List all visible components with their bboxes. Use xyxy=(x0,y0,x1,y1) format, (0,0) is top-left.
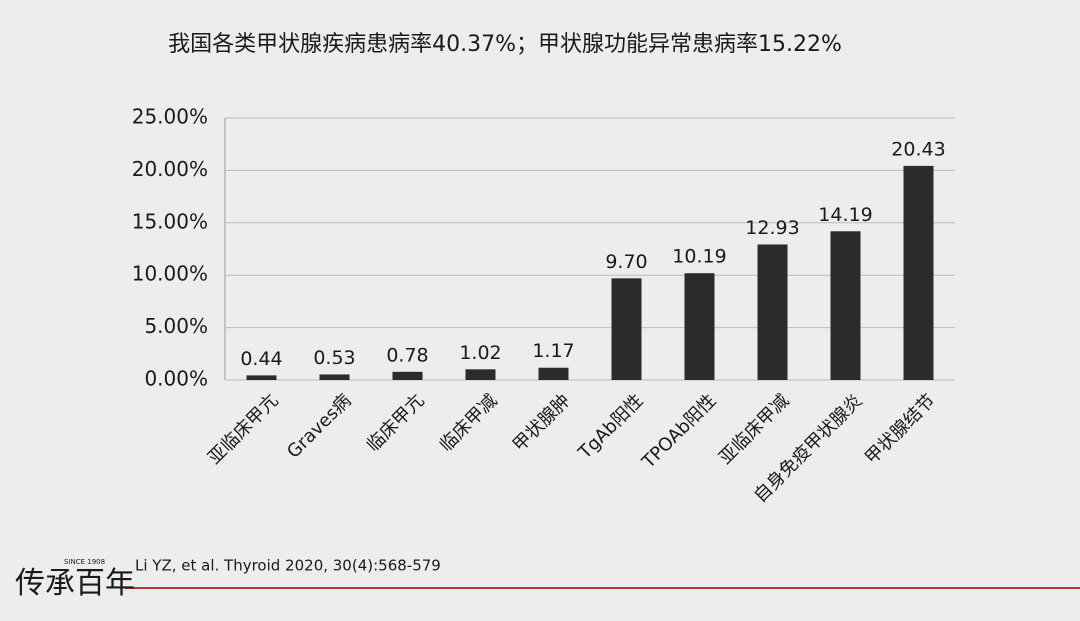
value-label: 20.43 xyxy=(891,138,945,160)
value-label: 10.19 xyxy=(672,246,726,268)
value-label: 1.02 xyxy=(459,342,501,364)
y-tick-label: 15.00% xyxy=(132,209,208,233)
logo-since: SINCE 1908 xyxy=(64,558,105,566)
value-label: 1.17 xyxy=(532,340,574,362)
value-label: 0.53 xyxy=(313,347,355,369)
y-tick-label: 10.00% xyxy=(132,262,208,286)
value-label: 14.19 xyxy=(818,204,872,226)
bar xyxy=(611,278,642,380)
y-tick-label: 25.00% xyxy=(132,105,208,129)
bar xyxy=(830,231,861,380)
chart-title: 我国各类甲状腺疾病患病率40.37%；甲状腺功能异常患病率15.22% xyxy=(168,32,842,57)
bar xyxy=(757,244,788,380)
y-tick-label: 5.00% xyxy=(144,314,208,338)
y-tick-label: 0.00% xyxy=(144,367,208,391)
source-note: Li YZ, et al. Thyroid 2020, 30(4):568-57… xyxy=(135,557,441,575)
bar xyxy=(246,375,277,380)
bar xyxy=(538,367,569,380)
value-label: 9.70 xyxy=(605,251,647,273)
value-label: 0.44 xyxy=(240,348,282,370)
bar xyxy=(684,273,715,380)
logo-text: 传承百年 xyxy=(15,566,135,601)
bar xyxy=(903,165,934,380)
value-label: 0.78 xyxy=(386,344,428,366)
bar xyxy=(465,369,496,380)
bar xyxy=(319,374,350,380)
value-label: 12.93 xyxy=(745,217,799,239)
bar xyxy=(392,371,423,380)
y-tick-label: 20.00% xyxy=(132,157,208,181)
